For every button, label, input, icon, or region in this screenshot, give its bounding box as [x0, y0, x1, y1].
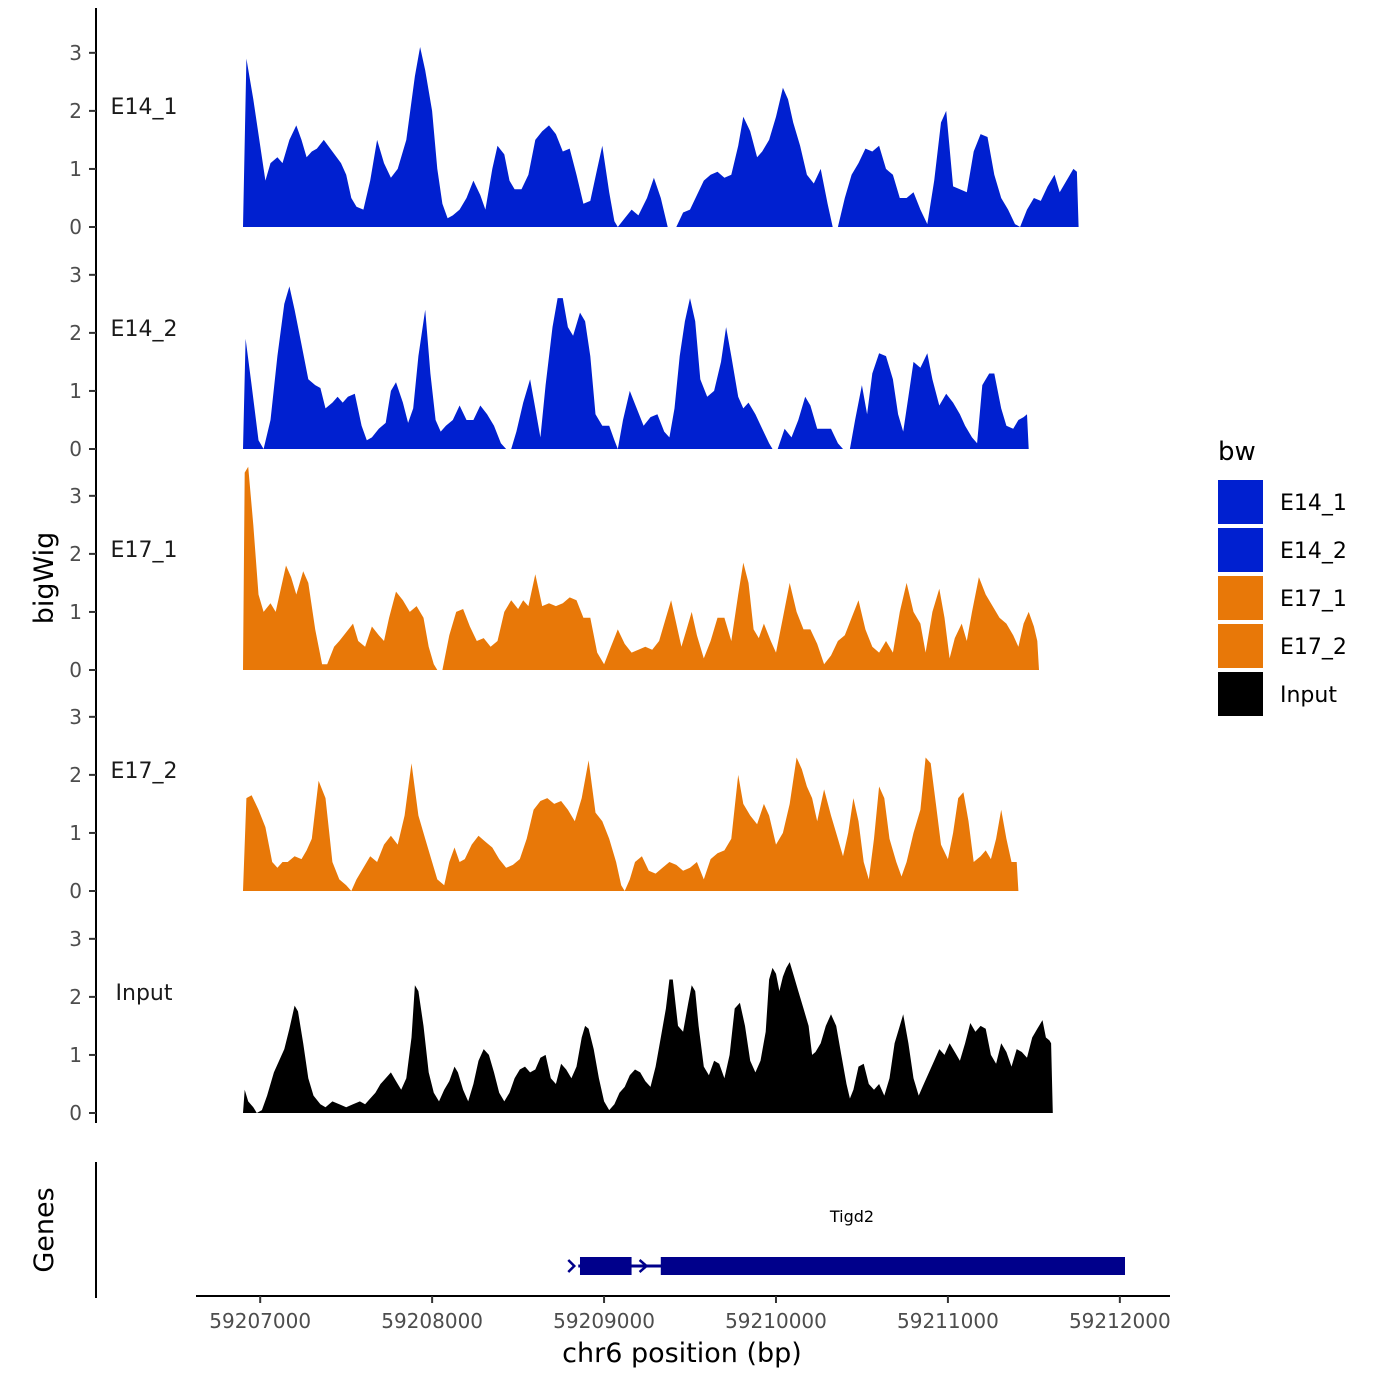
track-e17_2: 0 1 2 3 E17_2: [69, 672, 1019, 903]
coverage-area-e14_2: [243, 286, 1029, 449]
gene-name-label: Tigd2: [829, 1207, 874, 1226]
y-tick-label: 1: [69, 157, 82, 181]
legend-label-e17_2: E17_2: [1280, 635, 1347, 660]
gene-exon: [660, 1257, 1125, 1275]
y-tick-label: 0: [69, 658, 82, 682]
legend-swatch-e17_2: [1218, 624, 1263, 668]
track-label-e14_2: E14_2: [111, 317, 178, 342]
track-input: 0 1 2 3 Input: [69, 894, 1053, 1125]
coverage-tracks: 0 1 2 3 E14_1 0 1 2 3 E14_2 0 1 2 3 E17_1 0 1 2 3 E17_2 0 1 2 3…: [69, 8, 1079, 1125]
legend-swatch-e14_1: [1218, 480, 1263, 524]
y-tick-label: 3: [69, 41, 82, 65]
y-tick-label: 1: [69, 379, 82, 403]
legend-label-e14_1: E14_1: [1280, 491, 1347, 516]
y-tick-label: 1: [69, 1043, 82, 1067]
y-axis-title: bigWig: [29, 532, 60, 625]
y-tick-label: 2: [69, 763, 82, 787]
y-tick-label: 0: [69, 437, 82, 461]
coverage-area-input: [243, 962, 1053, 1113]
y-tick-label: 3: [69, 927, 82, 951]
legend-swatch-e17_1: [1218, 576, 1263, 620]
y-tick-label: 2: [69, 99, 82, 123]
coverage-area-e17_1: [243, 466, 1039, 670]
y-tick-label: 3: [69, 705, 82, 729]
y-tick-label: 1: [69, 600, 82, 624]
strand-arrow: [567, 1259, 577, 1273]
y-tick-label: 0: [69, 215, 82, 239]
x-tick-label: 59210000: [725, 1309, 827, 1333]
legend-swatch-input: [1218, 672, 1263, 716]
x-tick-label: 59209000: [553, 1309, 655, 1333]
track-e14_1: 0 1 2 3 E14_1: [69, 8, 1079, 239]
legend: bw E14_1 E14_2 E17_1 E17_2 Input: [1218, 437, 1347, 716]
y-tick-label: 3: [69, 263, 82, 287]
y-tick-label: 2: [69, 321, 82, 345]
track-e14_2: 0 1 2 3 E14_2: [69, 230, 1029, 461]
track-label-e14_1: E14_1: [111, 95, 178, 120]
legend-label-input: Input: [1280, 683, 1337, 708]
x-tick-label: 59212000: [1069, 1309, 1171, 1333]
y-tick-label: 0: [69, 879, 82, 903]
coverage-area-e17_2: [243, 757, 1019, 891]
genes-track: Genes Tigd2: [29, 1162, 1125, 1298]
y-tick-label: 1: [69, 821, 82, 845]
legend-label-e17_1: E17_1: [1280, 587, 1347, 612]
y-tick-label: 3: [69, 484, 82, 508]
y-tick-label: 0: [69, 1101, 82, 1125]
coverage-area-e14_1: [243, 47, 1079, 227]
x-axis: chr6 position (bp) 59207000 59208000 59209…: [196, 1295, 1171, 1369]
x-tick-label: 59208000: [381, 1309, 483, 1333]
track-e17_1: 0 1 2 3 E17_1: [69, 451, 1039, 682]
track-label-e17_1: E17_1: [111, 538, 178, 563]
track-label-input: Input: [116, 981, 173, 1006]
x-tick-label: 59207000: [209, 1309, 311, 1333]
legend-swatch-e14_2: [1218, 528, 1263, 572]
track-label-e17_2: E17_2: [111, 759, 178, 784]
y-tick-label: 2: [69, 985, 82, 1009]
strand-arrow: [638, 1259, 649, 1273]
x-tick-label: 59211000: [897, 1309, 999, 1333]
legend-title: bw: [1218, 437, 1256, 467]
y-tick-label: 2: [69, 542, 82, 566]
x-axis-title: chr6 position (bp): [562, 1338, 802, 1369]
genes-track-title: Genes: [29, 1187, 60, 1272]
legend-label-e14_2: E14_2: [1280, 539, 1347, 564]
gene-exon: [579, 1257, 632, 1275]
